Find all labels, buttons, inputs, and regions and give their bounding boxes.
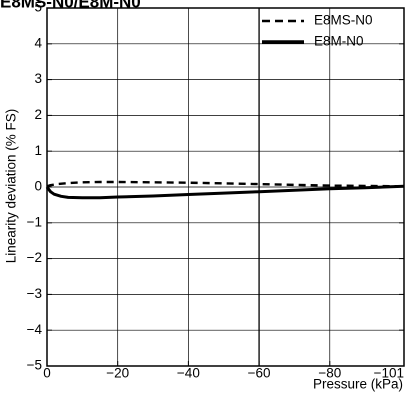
y-tick-label: −1 — [27, 214, 42, 229]
y-axis-label: Linearity deviation (% FS) — [4, 109, 19, 264]
plot-frame — [46, 7, 405, 367]
legend: E8MS-N0 E8M-N0 — [262, 13, 373, 49]
legend-label: E8MS-N0 — [314, 13, 373, 28]
y-tick-labels: 5 4 3 2 1 0 −1 −2 −3 −4 −5 — [27, 0, 43, 373]
y-tick-label: 3 — [34, 71, 42, 86]
y-tick-label: 4 — [34, 35, 42, 50]
y-tick-label: −4 — [27, 322, 43, 337]
y-tick-label: 5 — [34, 0, 42, 15]
x-tick-labels: 0 −20 −40 −60 −80 −101 — [43, 366, 404, 381]
series-line-e8m-n0 — [45, 184, 405, 200]
y-tick-label: −3 — [27, 286, 42, 301]
y-tick-label: −2 — [27, 250, 42, 265]
x-tick-label: −80 — [318, 366, 341, 381]
chart-title: E8MS-N0/E8M-N0 — [0, 0, 141, 11]
y-tick-label: 1 — [34, 143, 42, 158]
x-tick-label: −60 — [248, 366, 271, 381]
x-tick-label: 0 — [43, 366, 51, 381]
y-tick-label: −5 — [27, 358, 42, 373]
x-tick-label: −20 — [106, 366, 129, 381]
x-axis-label: Pressure (kPa) — [313, 377, 403, 392]
y-tick-label: 2 — [34, 107, 42, 122]
y-tick-label: 0 — [34, 179, 42, 194]
series-lines — [45, 180, 405, 200]
x-tick-label: −40 — [177, 366, 200, 381]
legend-label: E8M-N0 — [314, 34, 364, 49]
x-tick-label: −101 — [374, 366, 404, 381]
series-line-e8ms-n0 — [46, 180, 405, 188]
